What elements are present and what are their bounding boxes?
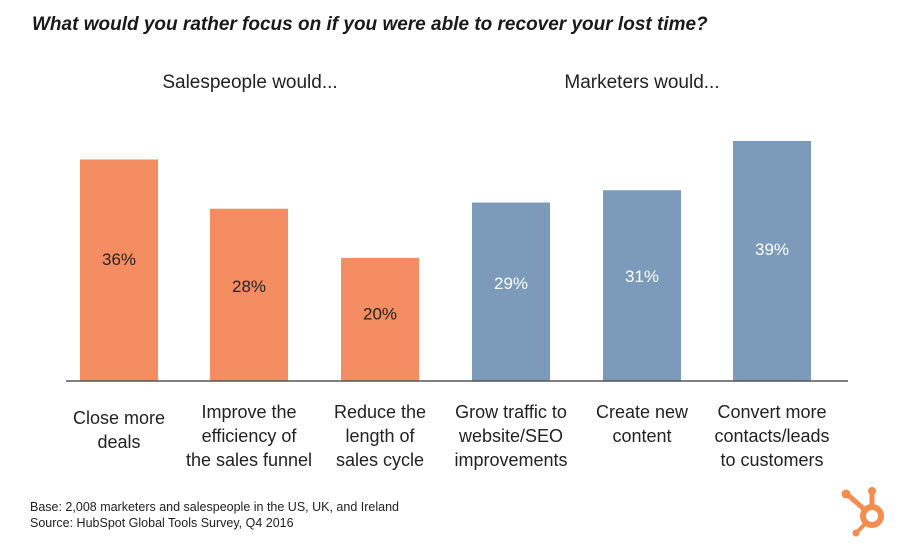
bar-value-label-2: 20% — [363, 304, 397, 323]
category-label-line: Reduce the — [333, 402, 427, 422]
category-label-line: Close more — [72, 408, 166, 428]
category-label-line: Convert more — [717, 402, 827, 422]
bar-3 — [472, 202, 550, 381]
category-label-line: content — [612, 426, 672, 446]
bar-value-label-0: 36% — [102, 250, 136, 269]
category-label-0: Close more deals — [49, 406, 189, 454]
hubspot-sprocket-icon — [841, 487, 884, 537]
bar-2 — [341, 257, 419, 381]
category-label-4: Create new content — [572, 400, 712, 448]
category-label-line: the sales funnel — [185, 450, 313, 470]
category-label-line: to customers — [720, 450, 824, 470]
group-label-marketers: Marketers would... — [564, 72, 720, 93]
category-label-line: contacts/leads — [714, 426, 830, 446]
category-label-line: website/SEO — [458, 426, 564, 446]
bar-5 — [733, 141, 811, 381]
category-label-line: improvements — [454, 450, 568, 470]
category-label-line: length of — [345, 426, 415, 446]
bar-value-label-1: 28% — [232, 277, 266, 296]
category-label-line: Improve the — [201, 402, 297, 422]
footnote-source: Source: HubSpot Global Tools Survey, Q4 … — [30, 516, 294, 530]
category-label-line: efficiency of — [201, 426, 297, 446]
category-label-line: Create new — [595, 402, 689, 422]
footnote-base: Base: 2,008 marketers and salespeople in… — [30, 500, 399, 514]
category-label-2: Reduce the length of sales cycle — [310, 400, 450, 472]
bar-0 — [80, 159, 158, 381]
bar-value-label-4: 31% — [625, 267, 659, 286]
group-label-salespeople: Salespeople would... — [162, 72, 338, 93]
category-label-line: sales cycle — [335, 450, 425, 470]
category-label-line: Grow traffic to — [455, 402, 567, 422]
category-label-line: deals — [97, 432, 141, 452]
bar-chart: 36% 28% 20% 29% 31% 39% — [66, 141, 848, 382]
bar-1 — [210, 208, 288, 381]
category-label-3: Grow traffic to website/SEO improvements — [441, 400, 581, 472]
bar-value-label-3: 29% — [494, 274, 528, 293]
chart-title: What would you rather focus on if you we… — [32, 14, 708, 35]
category-label-1: Improve the efficiency of the sales funnel — [179, 400, 319, 472]
bar-value-label-5: 39% — [755, 240, 789, 259]
category-label-5: Convert more contacts/leads to customers — [702, 400, 842, 472]
bar-4 — [603, 190, 681, 381]
